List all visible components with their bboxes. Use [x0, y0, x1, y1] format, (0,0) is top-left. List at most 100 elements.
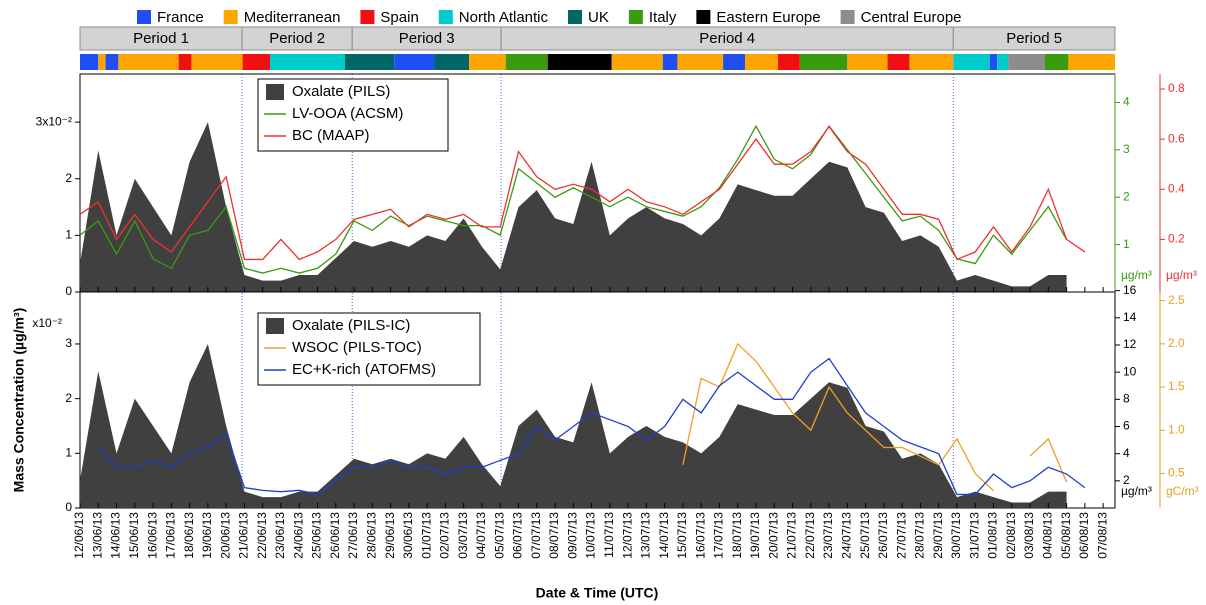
y3-tick-label: 0.6: [1168, 131, 1185, 145]
airmass-segment: [1044, 54, 1069, 70]
y2-tick-label: 16: [1123, 283, 1137, 297]
airmass-segment: [997, 54, 1009, 70]
airmass-segment: [191, 54, 243, 70]
legend-box: [257, 312, 481, 386]
x-tick-label: 29/06/13: [383, 512, 397, 559]
airmass-segment: [344, 54, 395, 70]
y-tick-label: 1: [65, 445, 72, 459]
x-tick-label: 21/07/13: [785, 512, 799, 559]
airmass-segment: [118, 54, 179, 70]
x-tick-label: 03/08/13: [1022, 512, 1036, 559]
x-tick-label: 30/06/13: [401, 512, 415, 559]
x-tick-label: 22/07/13: [803, 512, 817, 559]
y2-tick-label: 2: [1123, 189, 1130, 203]
x-tick-label: 22/06/13: [255, 512, 269, 559]
x-tick-label: 07/07/13: [529, 512, 543, 559]
x-tick-label: 08/07/13: [547, 512, 561, 559]
area: [80, 343, 1067, 508]
y2-tick-label: 12: [1123, 337, 1137, 351]
y2-tick-label: 1: [1123, 237, 1130, 251]
x-tick-label: 15/07/13: [675, 512, 689, 559]
x-tick-label: 19/07/13: [748, 512, 762, 559]
x-tick-label: 13/07/13: [639, 512, 653, 559]
airmass-segment: [434, 54, 470, 70]
x-tick-label: 15/06/13: [127, 512, 141, 559]
x-tick-label: 26/07/13: [876, 512, 890, 559]
x-tick-label: 04/07/13: [474, 512, 488, 559]
legend-swatch: [696, 10, 711, 24]
airmass-segment: [469, 54, 506, 70]
x-tick-label: 07/08/13: [1095, 512, 1109, 559]
y2-tick-label: 4: [1123, 95, 1130, 109]
x-tick-label: 01/08/13: [986, 512, 1000, 559]
x-tick-label: 16/06/13: [145, 512, 159, 559]
legend-swatch: [438, 10, 453, 24]
airmass-segment: [80, 54, 99, 70]
line: [79, 125, 1086, 261]
y2-unit: µg/m³: [1121, 484, 1152, 498]
y-tick-label: 2: [65, 391, 72, 405]
x-tick-label: 23/06/13: [273, 512, 287, 559]
legend-label: Central Europe: [861, 9, 962, 26]
x-tick-label: 26/06/13: [328, 512, 342, 559]
y3-unit: µg/m³: [1166, 268, 1197, 282]
airmass-segment: [270, 54, 345, 70]
x-tick-label: 13/06/13: [90, 512, 104, 559]
legend-label: Mediterranean: [244, 9, 341, 26]
y-axis-label: Mass Concentration (µg/m³): [11, 308, 27, 493]
legend-label: Italy: [649, 9, 677, 26]
x-tick-label: 29/07/13: [931, 512, 945, 559]
x-tick-label: 21/06/13: [237, 512, 251, 559]
airmass-segment: [242, 54, 271, 70]
x-tick-label: 20/07/13: [766, 512, 780, 559]
airmass-segment: [777, 54, 800, 70]
y3-tick-label: 0.2: [1168, 232, 1185, 246]
legend-swatch: [266, 84, 284, 100]
legend-label: Eastern Europe: [716, 9, 820, 26]
x-tick-label: 09/07/13: [565, 512, 579, 559]
airmass-segment: [909, 54, 954, 70]
legend-label: Oxalate (PILS-IC): [292, 317, 410, 334]
y-tick-label: 0: [65, 284, 72, 298]
legend-swatch: [840, 10, 855, 24]
period-label: Period 2: [269, 30, 325, 47]
period-label: Period 5: [1006, 30, 1062, 47]
period-box: [952, 26, 1116, 51]
y-tick-label: 0: [65, 500, 72, 514]
x-tick-label: 12/07/13: [620, 512, 634, 559]
x-tick-label: 27/06/13: [346, 512, 360, 559]
y3-tick-label: 0.5: [1168, 466, 1185, 480]
legend-label: BC (MAAP): [292, 127, 370, 144]
x-tick-label: 02/08/13: [1004, 512, 1018, 559]
y2-tick-label: 3: [1123, 142, 1130, 156]
airmass-segment: [677, 54, 724, 70]
x-tick-label: 02/07/13: [438, 512, 452, 559]
y3-unit: gC/m³: [1166, 484, 1199, 498]
period-label: Period 4: [699, 30, 755, 47]
airmass-segment: [394, 54, 435, 70]
x-tick-label: 30/07/13: [949, 512, 963, 559]
x-tick-label: 05/07/13: [492, 512, 506, 559]
y2-tick-label: 6: [1123, 419, 1130, 433]
legend-label: EC+K-rich (ATOFMS): [292, 361, 436, 378]
legend-swatch: [360, 10, 375, 24]
y-tick-label: 2: [65, 171, 72, 185]
y-tick-label: 3x10⁻²: [36, 114, 72, 128]
legend-swatch: [137, 10, 151, 24]
x-tick-label: 23/07/13: [821, 512, 835, 559]
x-tick-label: 18/07/13: [730, 512, 744, 559]
airmass-segment: [105, 54, 119, 70]
airmass-segment: [1068, 54, 1115, 70]
x-tick-label: 31/07/13: [967, 512, 981, 559]
legend-label: LV-OOA (ACSM): [292, 105, 403, 122]
x-tick-label: 28/06/13: [364, 512, 378, 559]
y2-tick-label: 10: [1123, 364, 1137, 378]
x-tick-label: 12/06/13: [72, 512, 86, 559]
y3-tick-label: 2.0: [1168, 336, 1185, 350]
x-tick-label: 19/06/13: [200, 512, 214, 559]
line: [1029, 437, 1068, 483]
legend-label: UK: [588, 9, 609, 26]
airmass-segment: [799, 54, 848, 70]
line: [97, 357, 1086, 496]
